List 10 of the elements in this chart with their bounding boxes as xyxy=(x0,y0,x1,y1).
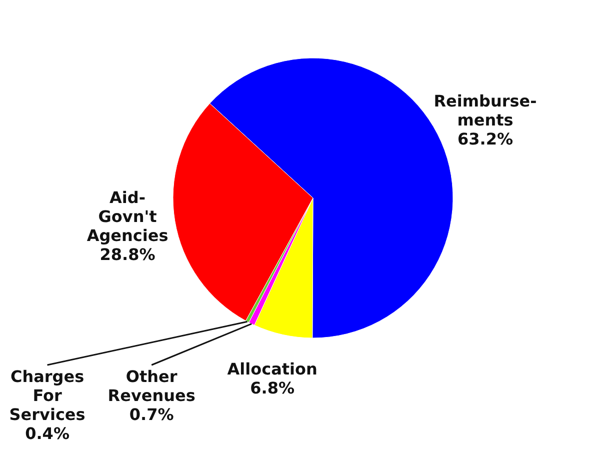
data-label: 6.8% xyxy=(250,378,294,398)
slice-label: Reimburse-ments xyxy=(434,91,537,130)
slice-label: Other Revenues xyxy=(108,367,196,406)
data-label: 28.8% xyxy=(100,244,156,264)
slice-label: Charges For Services xyxy=(9,367,86,424)
data-label: 0.4% xyxy=(25,424,70,444)
slice-label: Aid-Govn't Agencies xyxy=(86,188,168,245)
data-label: 63.2% xyxy=(457,129,513,148)
slice-label: Allocation xyxy=(227,360,318,379)
data-label: 0.7% xyxy=(129,405,174,424)
